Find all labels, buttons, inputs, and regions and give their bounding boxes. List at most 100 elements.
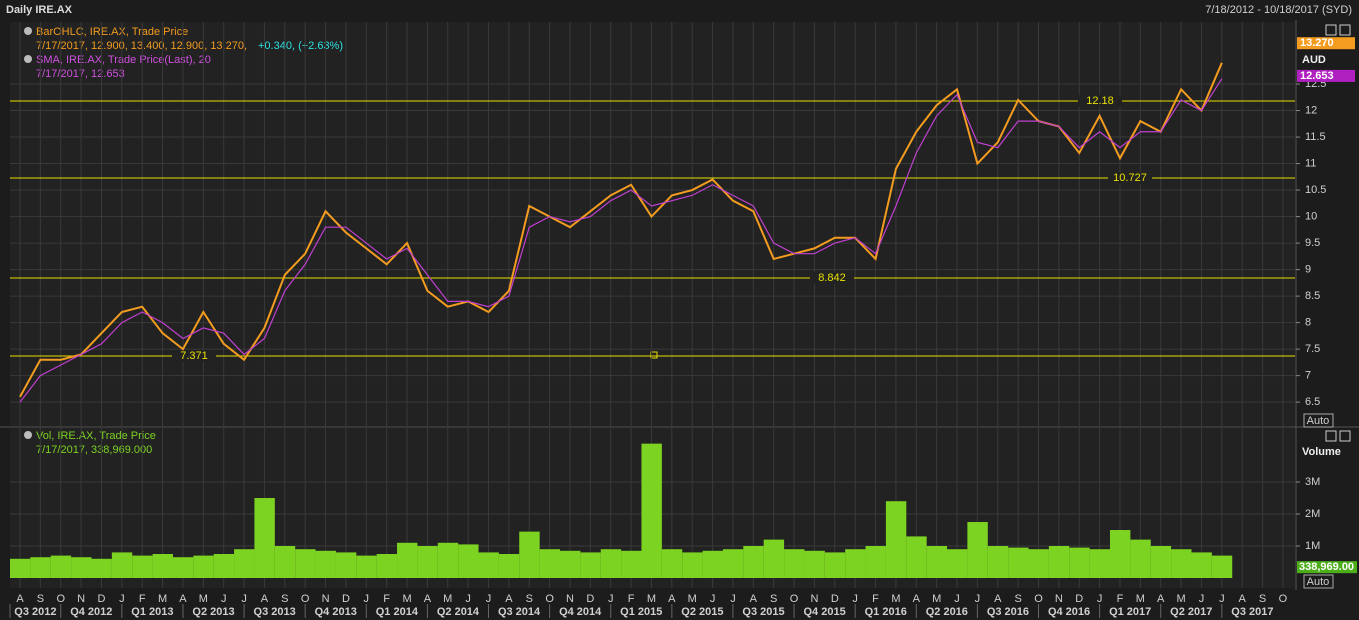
quarter-label: Q1 2013 <box>131 606 173 618</box>
volume-bar <box>926 546 948 578</box>
x-tick-label: S <box>1259 593 1266 605</box>
x-tick-label: A <box>1239 593 1247 605</box>
x-tick-label: J <box>1097 593 1103 605</box>
x-tick-label: S <box>526 593 533 605</box>
x-tick-label: A <box>179 593 187 605</box>
x-tick-label: O <box>1279 593 1288 605</box>
quarter-label: Q3 2014 <box>498 606 541 618</box>
volume-bar <box>91 558 112 578</box>
x-tick-label: N <box>566 593 574 605</box>
volume-bar <box>478 552 499 578</box>
close-button[interactable] <box>1339 24 1351 36</box>
quarter-label: Q3 2013 <box>254 606 296 618</box>
volume-bar <box>784 549 805 578</box>
auto-label[interactable]: Auto <box>1307 415 1330 427</box>
reference-label: 8.842 <box>818 272 846 284</box>
y2-tick-label: 1M <box>1305 540 1320 552</box>
x-tick-label: A <box>424 593 432 605</box>
quarter-label: Q2 2015 <box>681 606 723 618</box>
volume-bar <box>458 544 479 578</box>
x-tick-label: J <box>486 593 492 605</box>
y-tick-label: 8.5 <box>1305 290 1320 302</box>
volume-bar <box>885 501 907 578</box>
volume-axis-title: Volume <box>1302 446 1341 458</box>
x-tick-label: M <box>891 593 900 605</box>
window-button[interactable] <box>1325 430 1337 442</box>
legend-sma-detail: 7/17/2017, 12.653 <box>36 68 125 80</box>
x-tick-label: A <box>994 593 1002 605</box>
legend-icon <box>24 431 32 439</box>
y-tick-label: 9 <box>1305 264 1311 276</box>
volume-bar <box>539 549 561 578</box>
legend-vol-detail: 7/17/2017, 338,969.000 <box>36 444 152 456</box>
legend-icon <box>24 55 32 63</box>
quarter-label: Q4 2013 <box>315 606 357 618</box>
y-tick-label: 8 <box>1305 317 1311 329</box>
reference-label: 7.371 <box>180 350 208 362</box>
quarter-label: Q3 2015 <box>742 606 784 618</box>
y-tick-label: 11.5 <box>1305 131 1326 143</box>
x-tick-label: D <box>98 593 106 605</box>
volume-bar <box>1089 549 1111 578</box>
quarter-label: Q2 2017 <box>1170 606 1212 618</box>
volume-bar <box>702 550 723 578</box>
volume-bar <box>172 557 194 578</box>
x-tick-label: S <box>37 593 44 605</box>
volume-bar <box>132 555 153 578</box>
x-tick-label: O <box>790 593 799 605</box>
x-tick-label: A <box>750 593 758 605</box>
x-tick-label: J <box>1219 593 1225 605</box>
volume-bar <box>254 498 275 578</box>
volume-bar <box>641 443 662 578</box>
y2-tick-label: 3M <box>1305 476 1320 488</box>
last-value-label: 12.653 <box>1300 70 1334 82</box>
x-tick-label: J <box>975 593 981 605</box>
x-tick-label: N <box>77 593 85 605</box>
volume-bar <box>213 554 235 578</box>
auto-button[interactable] <box>1303 574 1334 589</box>
quarter-label: Q4 2015 <box>804 606 846 618</box>
last-value-bg <box>1297 37 1355 50</box>
volume-bar <box>1028 549 1049 578</box>
x-tick-label: J <box>730 593 736 605</box>
legend-vol: Vol, IRE.AX, Trade Price <box>36 430 156 442</box>
volume-bar <box>906 536 927 578</box>
x-tick-label: N <box>810 593 818 605</box>
quarter-label: Q4 2016 <box>1048 606 1090 618</box>
x-tick-label: F <box>1117 593 1124 605</box>
x-tick-label: J <box>954 593 960 605</box>
volume-bar <box>1130 539 1151 578</box>
reference-label-bg <box>810 271 854 284</box>
x-tick-label: F <box>628 593 635 605</box>
x-tick-label: O <box>545 593 554 605</box>
volume-bar <box>947 549 968 578</box>
x-tick-label: A <box>668 593 676 605</box>
volume-bar <box>1191 552 1212 578</box>
volume-bar <box>30 557 51 578</box>
volume-bar <box>417 546 438 578</box>
x-tick-label: J <box>465 593 471 605</box>
volume-bar <box>1150 546 1172 578</box>
quarter-label: Q2 2013 <box>192 606 234 618</box>
x-tick-label: N <box>1055 593 1063 605</box>
x-tick-label: O <box>1034 593 1043 605</box>
x-tick-label: M <box>647 593 656 605</box>
title: Daily IRE.AX <box>6 4 73 16</box>
auto-button[interactable] <box>1303 413 1334 428</box>
close-button[interactable] <box>1339 430 1351 442</box>
x-tick-label: J <box>710 593 716 605</box>
quarter-label: Q3 2012 <box>14 606 56 618</box>
volume-bar <box>1171 549 1192 578</box>
auto-label[interactable]: Auto <box>1307 576 1330 588</box>
y-tick-label: 9.5 <box>1305 237 1320 249</box>
x-tick-label: N <box>322 593 330 605</box>
volume-bar <box>559 550 581 578</box>
window-button[interactable] <box>1325 24 1337 36</box>
volume-bar <box>743 546 764 578</box>
legend-sma: SMA, IRE.AX, Trade Price(Last), 20 <box>36 54 211 66</box>
quarter-label: Q1 2017 <box>1109 606 1151 618</box>
x-tick-label: F <box>139 593 146 605</box>
y-tick-label: 7.5 <box>1305 343 1320 355</box>
quarter-label: Q1 2016 <box>865 606 907 618</box>
